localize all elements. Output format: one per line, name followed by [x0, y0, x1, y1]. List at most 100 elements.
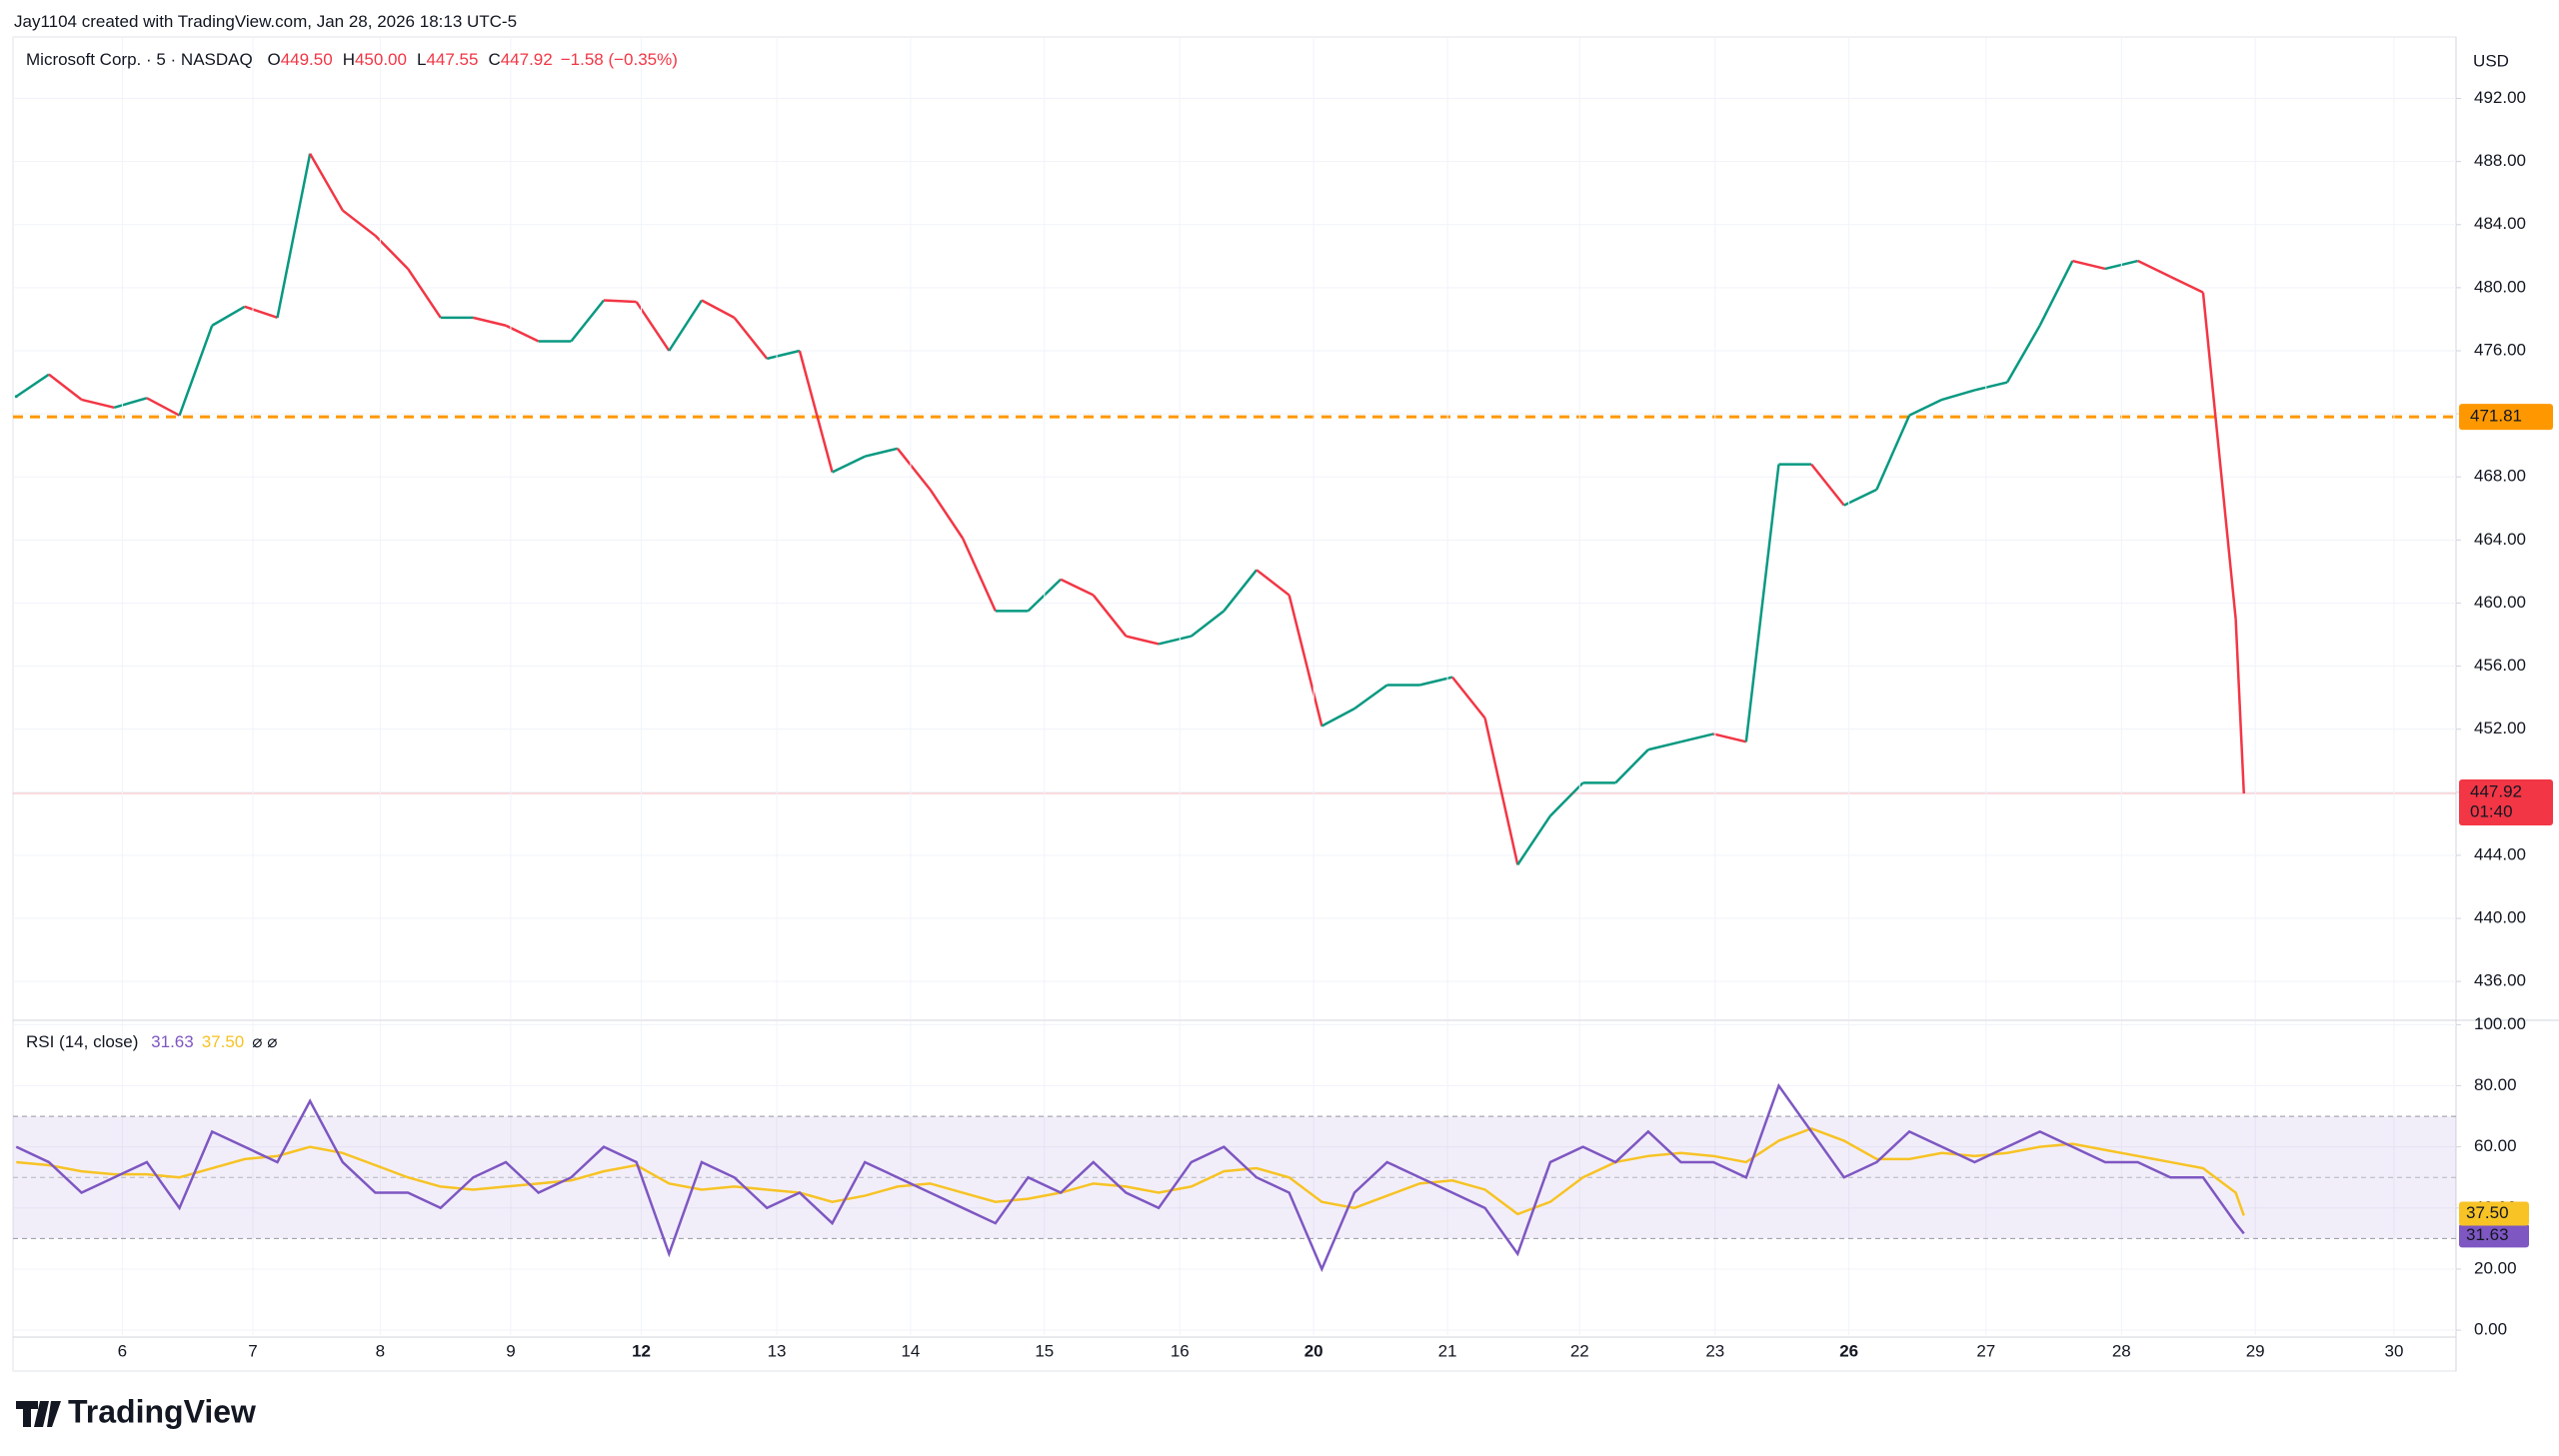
y-tick-label: 476.00 [2474, 340, 2526, 359]
y-tick-label: 440.00 [2474, 908, 2526, 927]
y-tick-label: 468.00 [2474, 467, 2526, 486]
x-tick-label: 20 [1304, 1341, 1323, 1360]
price-segment [2201, 292, 2237, 620]
price-segment [1744, 464, 1780, 742]
price-segment [832, 455, 866, 474]
price-segment [896, 448, 932, 491]
price-segment [342, 209, 377, 237]
price-segment [1908, 398, 1943, 417]
x-tick-label: 6 [118, 1341, 127, 1360]
value-tag-label: 37.50 [2466, 1203, 2509, 1222]
price-segment [309, 153, 344, 212]
rsi-line [16, 1126, 2245, 1216]
ohlc-value: 447.55 [426, 50, 479, 69]
price-segment [1614, 748, 1649, 784]
rsi-band [13, 1116, 2456, 1239]
price-segment [962, 538, 997, 612]
y-tick-label: 452.00 [2474, 719, 2526, 737]
x-tick-label: 7 [248, 1341, 257, 1360]
price-segment [178, 325, 214, 417]
price-segment [1287, 595, 1323, 727]
price-segment [2038, 260, 2074, 327]
price-segment [276, 153, 312, 319]
value-tag [2459, 1201, 2529, 1226]
x-tick-label: 16 [1171, 1341, 1190, 1360]
price-tag-label: 471.81 [2470, 407, 2522, 426]
x-tick-label: 12 [632, 1341, 651, 1360]
price-segment [1126, 635, 1160, 646]
x-tick-label: 9 [506, 1341, 515, 1360]
price-segment [15, 373, 50, 398]
price-segment [1223, 569, 1259, 613]
price-segment [211, 305, 246, 327]
y-tick-label: 492.00 [2474, 88, 2526, 107]
price-segment [2234, 619, 2246, 794]
x-tick-label: 27 [1976, 1341, 1995, 1360]
x-tick-label: 26 [1839, 1341, 1858, 1360]
price-segment [798, 350, 834, 473]
price-segment [1060, 578, 1095, 597]
price-segment [1680, 732, 1714, 743]
price-segment [1712, 732, 1747, 743]
price-segment [48, 373, 83, 401]
price-segment [1320, 708, 1355, 728]
value-tag [2459, 1223, 2529, 1248]
price-segment [1941, 389, 1975, 402]
price-segment [2169, 275, 2204, 294]
rsi-value: 31.63 [151, 1032, 194, 1051]
price-segment [701, 299, 736, 319]
ohlc-key: L [416, 50, 427, 69]
price-segment [244, 305, 278, 320]
price-segment [1843, 488, 1877, 507]
y-tick-label: 464.00 [2474, 530, 2526, 549]
price-segment [505, 324, 540, 343]
price-segment [473, 316, 507, 327]
symbol: Microsoft Corp. · 5 · NASDAQ [26, 50, 253, 69]
price-segment [766, 349, 801, 361]
brand: TradingView [68, 1393, 256, 1429]
ohlc-key: H [342, 50, 355, 69]
price-segment [1158, 635, 1193, 646]
price-segment [374, 234, 409, 270]
price-segment [1875, 415, 1911, 491]
last-price-label: 447.92 [2470, 782, 2522, 801]
price-segment [2072, 259, 2106, 271]
y-tick-label: 460.00 [2474, 593, 2526, 612]
ohlc-value: 449.50 [280, 50, 333, 69]
x-tick-label: 8 [376, 1341, 385, 1360]
price-segment [2005, 325, 2041, 384]
logo [16, 1401, 61, 1427]
x-tick-label: 15 [1035, 1341, 1054, 1360]
flags: ⌀ ⌀ [252, 1032, 278, 1051]
x-tick-label: 13 [768, 1341, 787, 1360]
y-tick-label: 444.00 [2474, 844, 2526, 863]
price-segment [1092, 594, 1128, 638]
x-tick-label: 21 [1438, 1341, 1457, 1360]
ohlc-value: 450.00 [354, 50, 407, 69]
price-segment [407, 268, 442, 319]
y-tick-label: 488.00 [2474, 151, 2526, 170]
countdown: 01:40 [2470, 802, 2513, 821]
rsi-legend: RSI (14, close) 31.63 37.50 ⌀ ⌀ [26, 1032, 277, 1052]
price-segment [570, 299, 605, 343]
x-tick-label: 23 [1705, 1341, 1724, 1360]
rsi-title: RSI (14, close) [26, 1032, 139, 1051]
y-tick-label: 436.00 [2474, 971, 2526, 990]
value-tag-label: 31.63 [2466, 1225, 2509, 1244]
y-tick-label: 60.00 [2474, 1136, 2517, 1155]
price-segment [1419, 676, 1453, 687]
x-tick-label: 28 [2112, 1341, 2131, 1360]
rsi-line [15, 1082, 2245, 1273]
price-tag [2459, 404, 2553, 431]
price-segment [1810, 463, 1845, 507]
price-segment [1353, 684, 1388, 711]
ohlc-value: 447.92 [500, 50, 553, 69]
price-segment [81, 398, 115, 410]
change: −1.58 (−0.35%) [560, 50, 678, 69]
price-segment [864, 447, 899, 458]
price-segment [1516, 814, 1551, 866]
price-segment [113, 397, 148, 409]
last-price-tag [2459, 779, 2553, 826]
